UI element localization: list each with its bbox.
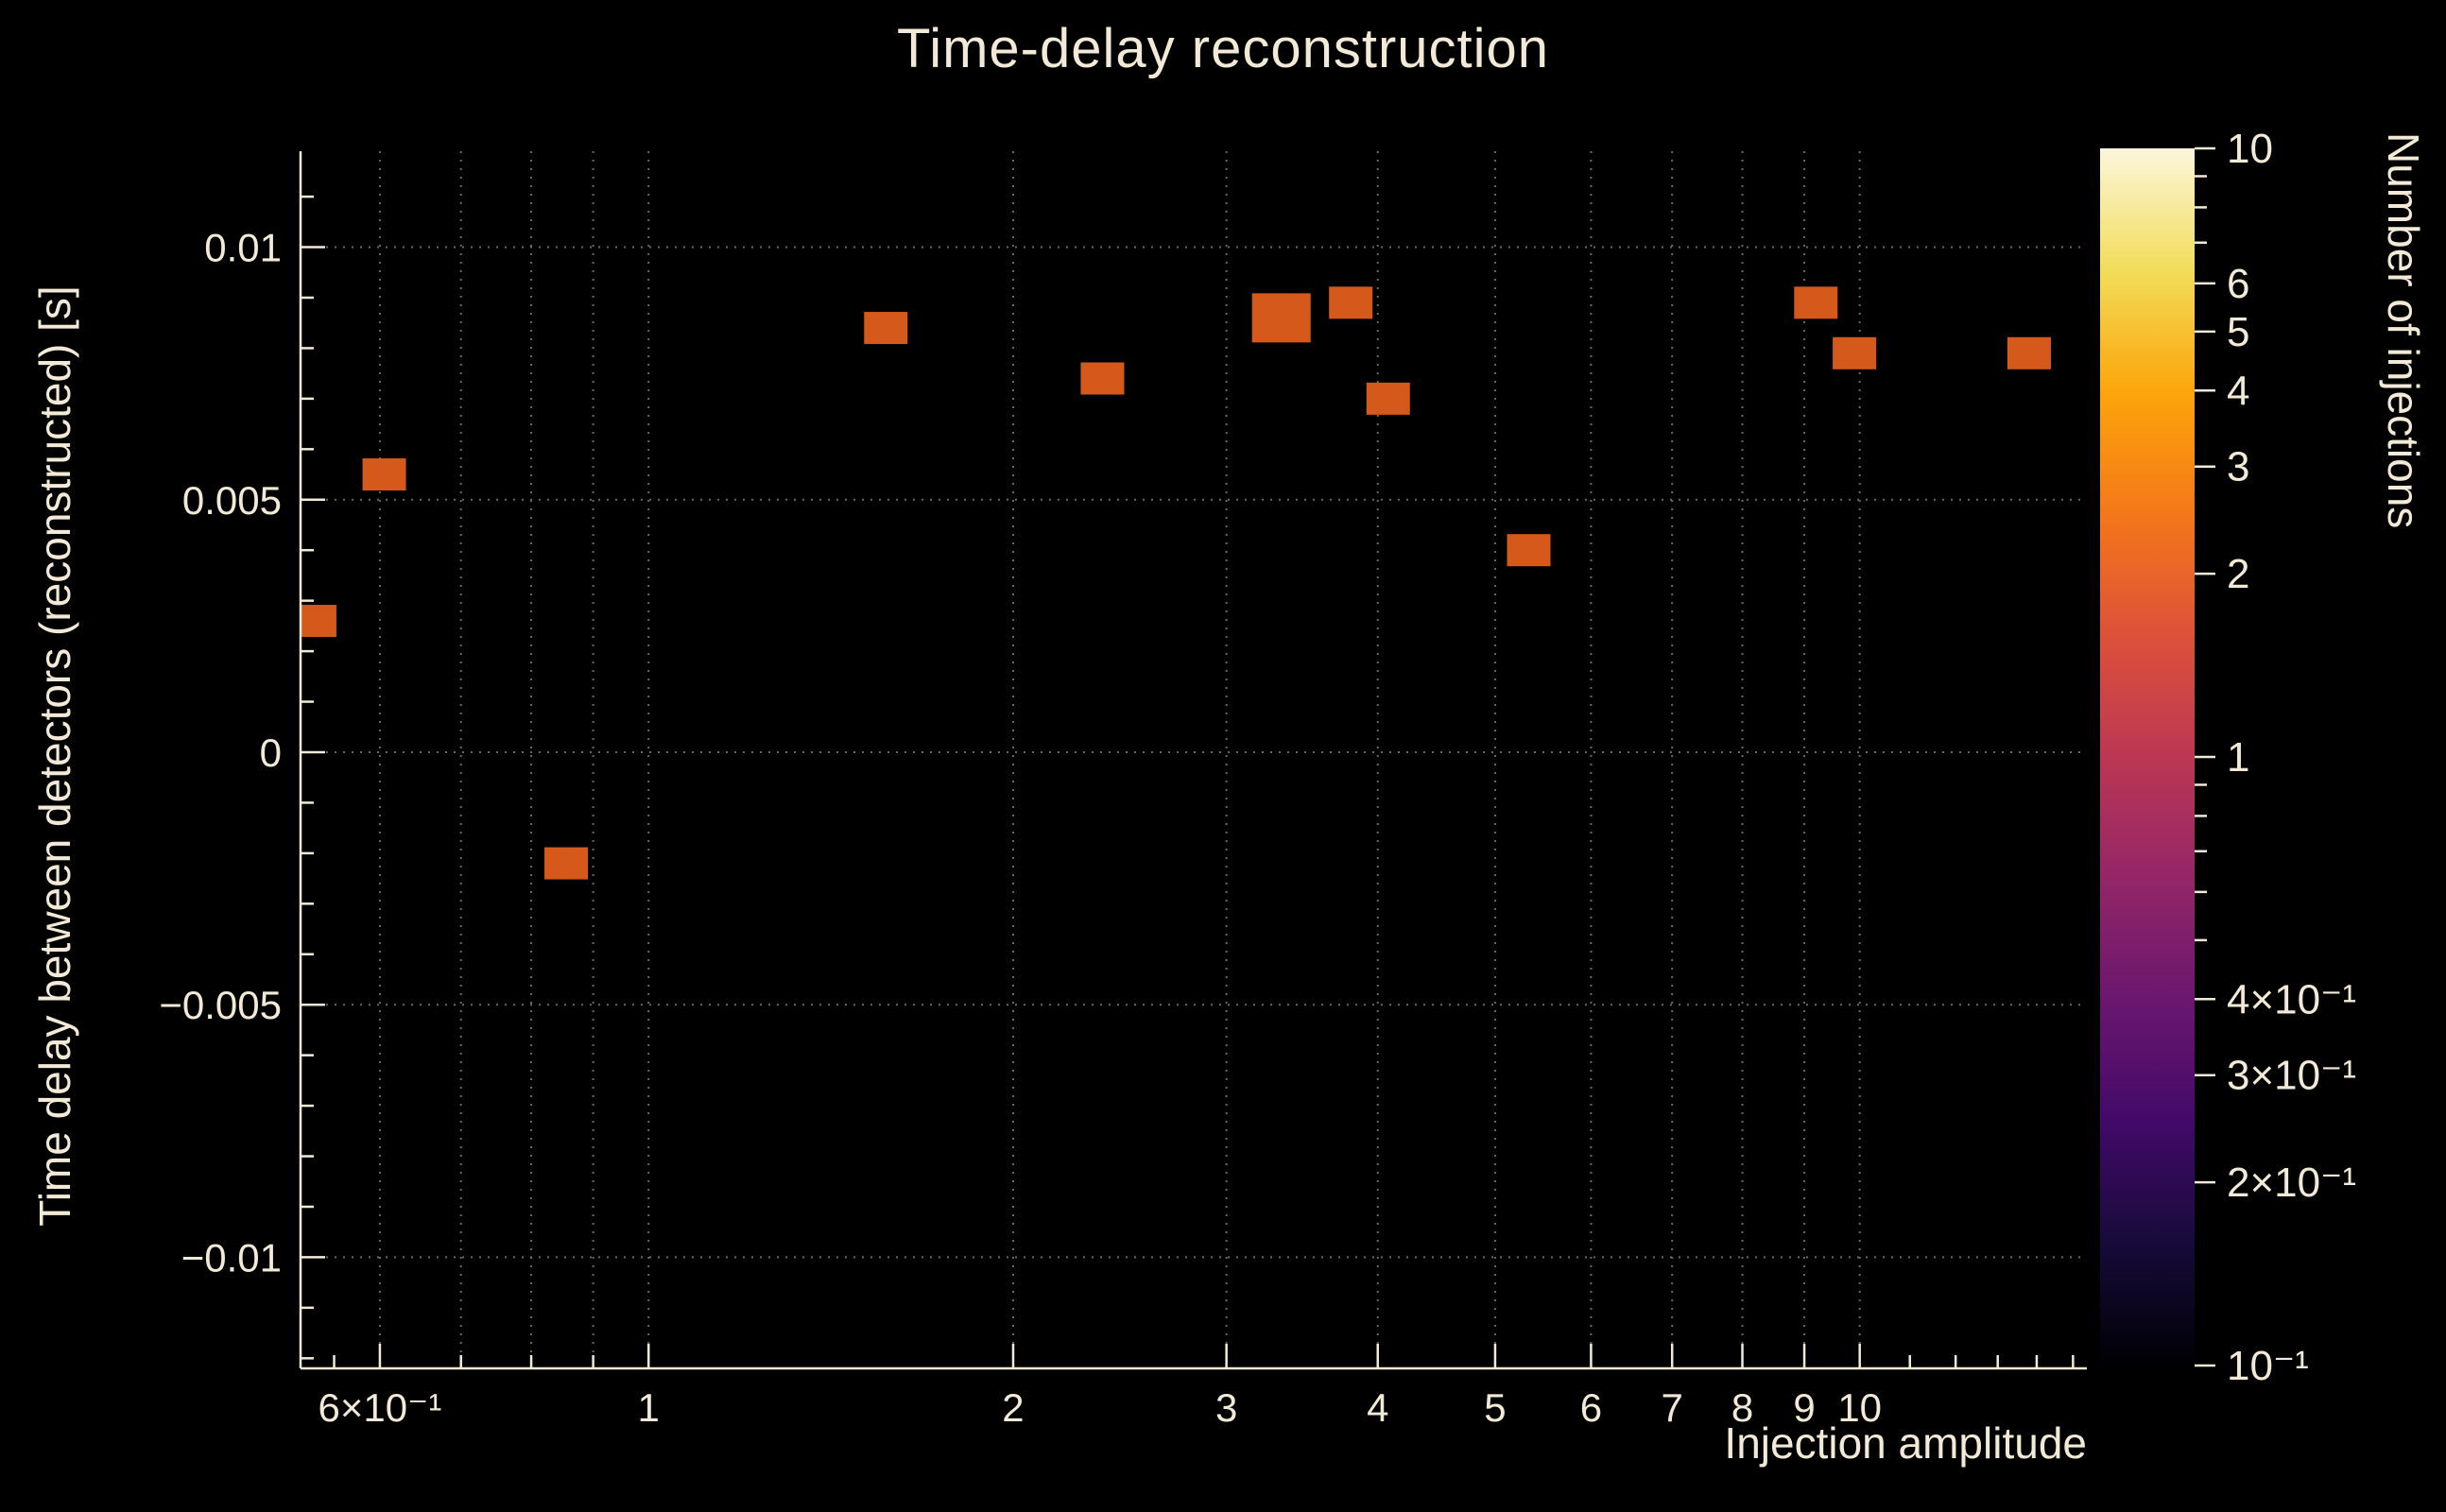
colorbar-tick-label: 10⁻¹: [2227, 1343, 2309, 1389]
y-tick-label: −0.005: [159, 983, 282, 1027]
histogram-bin: [544, 847, 589, 880]
histogram-bin: [1794, 286, 1838, 319]
histogram-bin: [1833, 336, 1877, 369]
histogram-bin: [301, 605, 336, 638]
tick-labels: 6×10⁻¹ 1 2 3 4 5 6 7 8 9 10 0.01 0.005 0 −0.005 −0.01: [159, 226, 1882, 1430]
histogram-bin: [1366, 382, 1410, 415]
x-tick-label: 1: [638, 1385, 660, 1430]
colorbar-tick-label: 6: [2227, 261, 2249, 307]
y-tick-label: −0.01: [181, 1235, 282, 1280]
axes: [299, 151, 2087, 1370]
x-tick-label: 7: [1662, 1385, 1683, 1430]
colorbar-tick-label: 3: [2227, 444, 2249, 490]
colorbar-tick-label: 5: [2227, 309, 2249, 355]
colorbar: 10 65 4 3 2 1 4×10⁻¹ 3×10⁻¹ 2×10⁻¹ 10⁻¹: [2100, 126, 2356, 1389]
histogram-bin: [1080, 362, 1125, 395]
histogram-bin: [1329, 286, 1373, 319]
y-tick-label: 0.01: [204, 226, 282, 270]
colorbar-tick-label: 4×10⁻¹: [2227, 976, 2356, 1022]
x-tick-label: 8: [1731, 1385, 1753, 1430]
colorbar-tick-label: 3×10⁻¹: [2227, 1053, 2356, 1099]
colorbar-tick-label: 4: [2227, 368, 2249, 414]
chart-title: Time-delay reconstruction: [896, 18, 1550, 79]
histogram-bin: [362, 458, 406, 491]
x-tick-label: 4: [1367, 1385, 1388, 1430]
gridlines: [301, 151, 2087, 1368]
colorbar-tick-label: 2×10⁻¹: [2227, 1160, 2356, 1206]
histogram-bin: [2007, 336, 2051, 369]
x-tick-label: 6×10⁻¹: [319, 1385, 442, 1430]
colorbar-tick-label: 1: [2227, 734, 2249, 781]
colorbar-gradient: [2100, 148, 2195, 1366]
y-tick-label: 0.005: [182, 478, 282, 523]
x-tick-label: 9: [1793, 1385, 1815, 1430]
y-tick-label: 0: [260, 730, 282, 775]
histogram-bin: [864, 312, 908, 345]
colorbar-label: Number of injections: [2379, 132, 2428, 529]
x-tick-label: 5: [1484, 1385, 1506, 1430]
x-tick-label: 10: [1837, 1385, 1882, 1430]
x-tick-label: 3: [1215, 1385, 1237, 1430]
histogram-bins: [301, 286, 2051, 880]
colorbar-tick-label: 2: [2227, 551, 2249, 597]
colorbar-tick-label: 10: [2227, 126, 2273, 172]
x-tick-label: 2: [1002, 1385, 1024, 1430]
x-axis-label: Injection amplitude: [1724, 1418, 2087, 1468]
x-tick-label: 6: [1580, 1385, 1602, 1430]
histogram-bin: [1251, 293, 1311, 343]
histogram-bin: [1507, 534, 1551, 567]
